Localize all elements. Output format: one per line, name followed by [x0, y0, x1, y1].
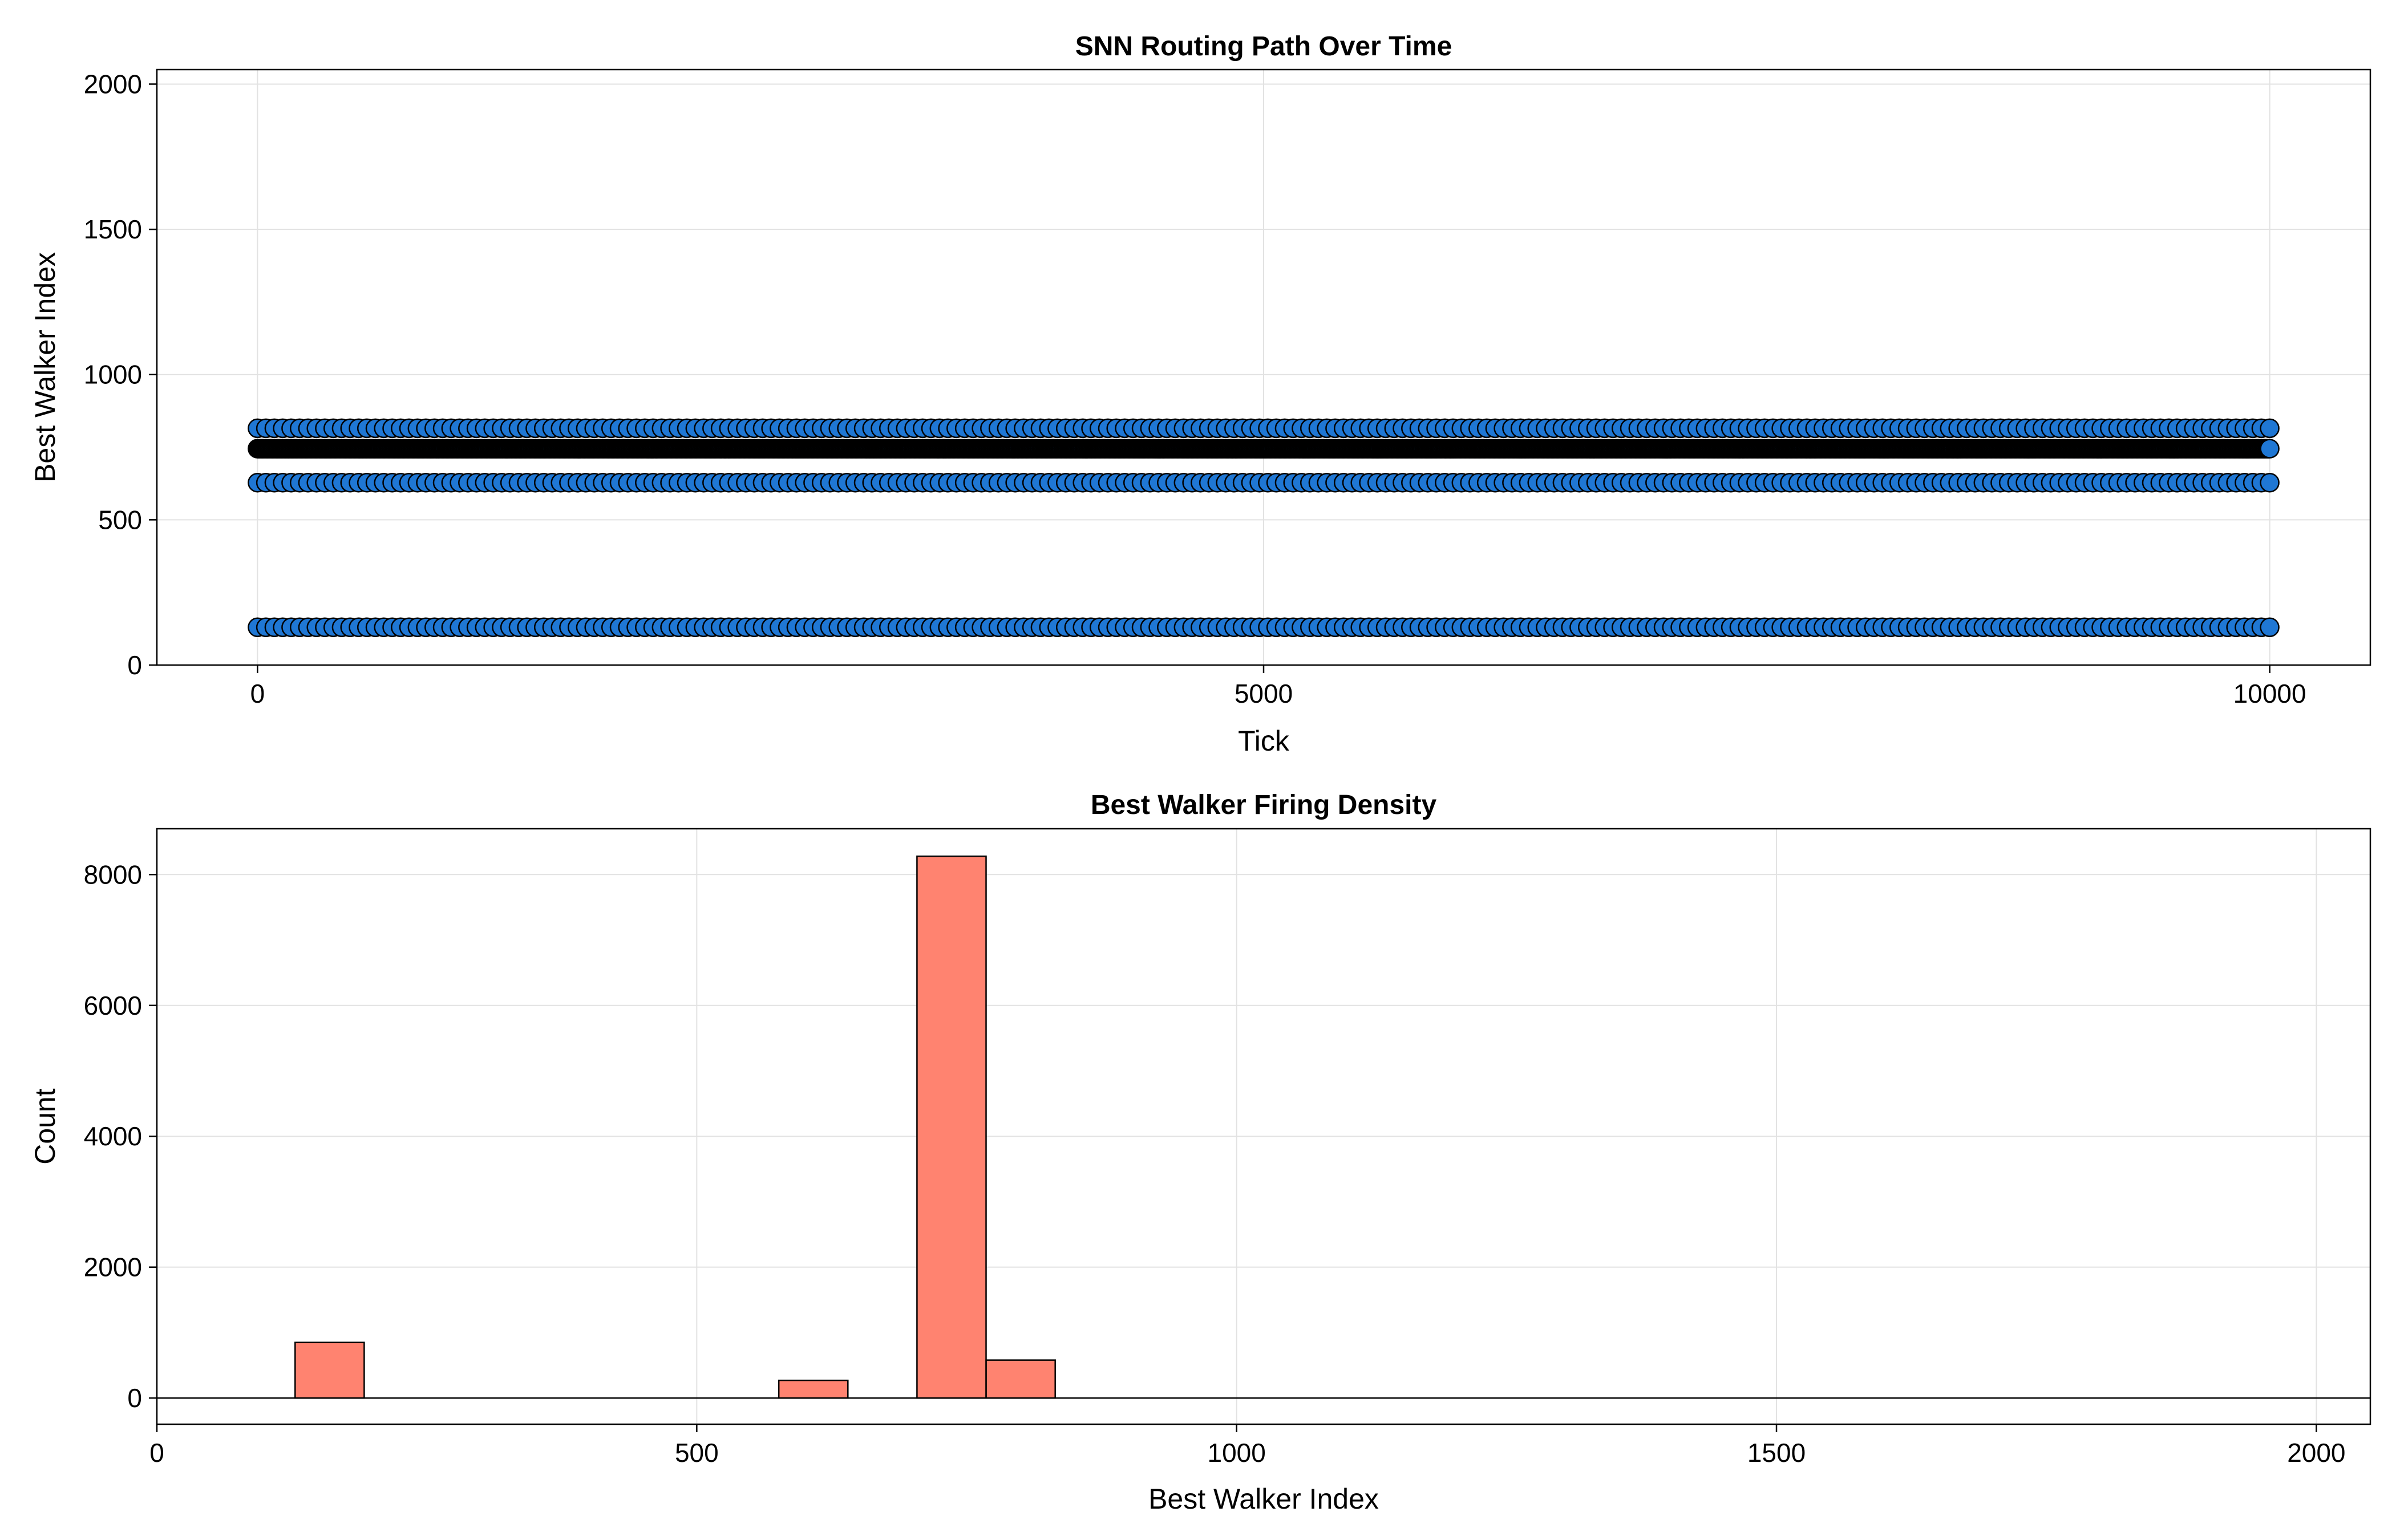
- axis-ticks: 0 5000 10000 0 500 1000 1500 2000: [84, 69, 2306, 708]
- histogram-bar: [295, 1343, 364, 1399]
- histogram-bar: [917, 856, 986, 1398]
- histogram-bar: [779, 1380, 848, 1398]
- chart-title: Best Walker Firing Density: [1091, 790, 1437, 820]
- y-tick-label: 0: [127, 650, 142, 680]
- y-tick-label: 0: [127, 1383, 142, 1413]
- routing-path-panel: SNN Routing Path Over Time 0 5000 10000 0 50…: [29, 31, 2370, 757]
- y-tick-label: 2000: [84, 1253, 142, 1282]
- y-tick-label: 8000: [84, 860, 142, 889]
- x-tick-label: 0: [250, 679, 265, 708]
- x-axis-label: Tick: [1238, 725, 1290, 757]
- y-tick-label: 500: [98, 505, 142, 534]
- scatter-point: [2261, 440, 2279, 458]
- y-tick-label: 4000: [84, 1121, 142, 1151]
- x-tick-label: 500: [675, 1438, 719, 1468]
- chart-title: SNN Routing Path Over Time: [1075, 31, 1452, 62]
- scatter-point: [2261, 473, 2279, 492]
- histogram-bars: [295, 856, 1055, 1398]
- y-tick-label: 6000: [84, 991, 142, 1020]
- scatter-point: [2261, 419, 2279, 437]
- axis-ticks: 0 500 1000 1500 2000 0 2000 4000 6000 8000: [84, 860, 2346, 1468]
- scatter-point: [2261, 618, 2279, 637]
- x-tick-label: 10000: [2233, 679, 2306, 708]
- x-tick-label: 0: [149, 1438, 164, 1468]
- x-axis-label: Best Walker Index: [1148, 1483, 1379, 1515]
- y-axis-label: Best Walker Index: [29, 252, 61, 483]
- grid: [157, 70, 2370, 665]
- x-tick-label: 1000: [1208, 1438, 1266, 1468]
- plot-frame: [157, 829, 2370, 1424]
- x-tick-label: 1500: [1747, 1438, 1806, 1468]
- firing-density-panel: Best Walker Firing Density 0 500 1000 1500 2…: [29, 790, 2370, 1515]
- y-tick-label: 1000: [84, 360, 142, 390]
- x-tick-label: 2000: [2287, 1438, 2345, 1468]
- x-tick-label: 5000: [1235, 679, 1293, 708]
- y-axis-label: Count: [29, 1088, 61, 1165]
- y-tick-label: 2000: [84, 69, 142, 99]
- grid: [157, 829, 2370, 1424]
- histogram-bar: [986, 1360, 1055, 1399]
- y-tick-label: 1500: [84, 214, 142, 244]
